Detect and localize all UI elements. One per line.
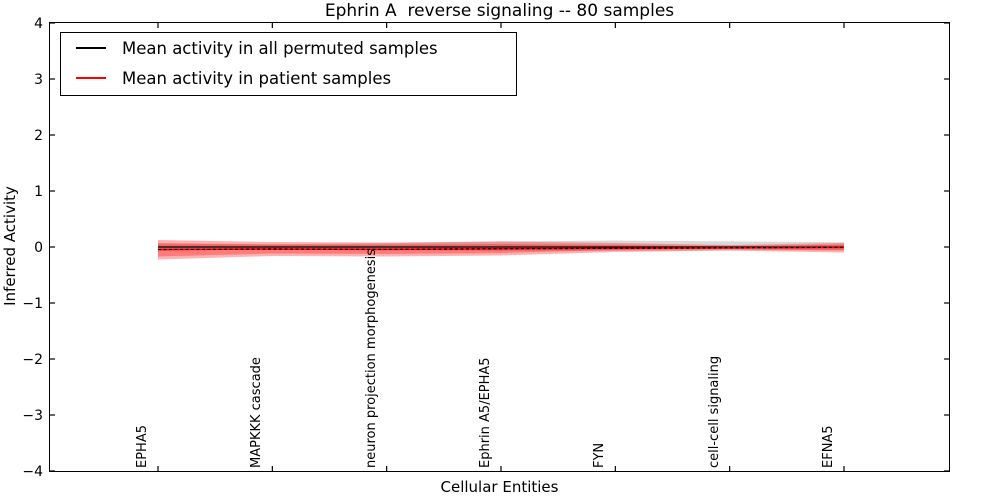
- y-tick-label: −4: [22, 463, 43, 480]
- x-tick-label: neuron projection morphogenesis: [363, 249, 379, 468]
- tick-marks: [50, 23, 949, 471]
- y-tick-label: 0: [34, 239, 43, 256]
- y-tick-label: −3: [22, 407, 43, 424]
- legend: Mean activity in all permuted samples Me…: [60, 32, 517, 96]
- chart-title: Ephrin A reverse signaling -- 80 samples: [324, 1, 675, 21]
- legend-line-permuted-icon: [76, 47, 106, 49]
- patient-std-outer-band: [158, 240, 844, 260]
- chart-canvas: [50, 23, 949, 471]
- x-tick-label: MAPKKK cascade: [249, 357, 265, 468]
- legend-label-patient: Mean activity in patient samples: [122, 68, 392, 88]
- legend-item-permuted: Mean activity in all permuted samples: [61, 33, 516, 63]
- x-tick-label: FYN: [592, 442, 608, 468]
- x-tick-label: Ephrin A5/EPHA5: [478, 357, 493, 468]
- patient-mean-line-dotted-overlay: [157, 246, 845, 251]
- y-tick-label: 1: [34, 183, 43, 200]
- x-tick-label: EPHA5: [135, 425, 150, 468]
- y-tick-label: −2: [22, 351, 43, 368]
- y-tick-label: −1: [22, 295, 43, 312]
- x-axis-label: Cellular Entities: [440, 478, 559, 496]
- plot-area: EPHA5 MAPKKK cascade neuron projection mor…: [49, 22, 950, 472]
- x-tick-label: EFNA5: [821, 425, 836, 468]
- y-tick-label: 3: [34, 71, 43, 88]
- legend-line-patient-icon: [76, 77, 106, 79]
- legend-item-patient: Mean activity in patient samples: [61, 63, 516, 93]
- legend-label-permuted: Mean activity in all permuted samples: [122, 38, 438, 58]
- x-tick-label: cell-cell signaling: [706, 355, 722, 468]
- y-tick-label: 2: [34, 127, 43, 144]
- y-tick-label: 4: [34, 15, 43, 32]
